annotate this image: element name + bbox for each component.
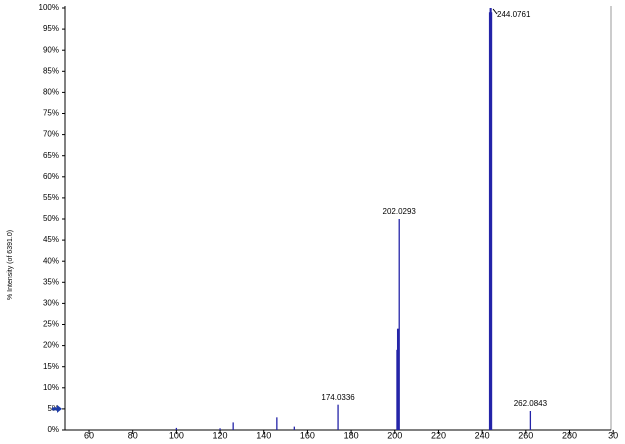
x-tick-label: 240 [475,430,490,440]
y-tick-label: 80% [43,88,59,97]
x-tick-label: 60 [84,430,94,440]
threshold-arrow [52,404,62,413]
x-tick-label: 100 [169,430,184,440]
y-tick-label: 30% [43,299,59,308]
y-tick-label: 40% [43,256,59,265]
y-tick-label: 45% [43,235,59,244]
x-tick-label: 80 [128,430,138,440]
y-tick-label: 25% [43,320,59,329]
y-tick-label: 70% [43,130,59,139]
y-tick-label: 85% [43,66,59,75]
y-tick-label: 95% [43,24,59,33]
x-tick-label: 220 [431,430,446,440]
y-tick-label: 65% [43,151,59,160]
leader [492,8,498,15]
y-tick-label: 10% [43,383,59,392]
x-tick-label: 140 [256,430,271,440]
y-tick-label: 100% [39,3,59,12]
y-tick-label: 20% [43,341,59,350]
y-tick-label: 15% [43,362,59,371]
peak-label: 202.0293 [383,207,417,216]
y-tick-label: 75% [43,109,59,118]
x-tick-label: 30 [608,430,618,440]
y-tick-label: 35% [43,277,59,286]
x-tick-label: 160 [300,430,315,440]
x-tick-label: 200 [387,430,402,440]
x-tick-label: 180 [344,430,359,440]
y-axis-label: % Intensity (of 6391.0) [7,230,14,300]
x-tick-label: 120 [213,430,228,440]
y-tick-label: 50% [43,214,59,223]
y-tick-label: 90% [43,45,59,54]
peak-label: 174.0336 [321,393,355,402]
x-tick-label: 260 [518,430,533,440]
peak-label: 244.0761 [497,10,531,19]
y-tick-label: 0% [47,425,59,434]
y-tick-label: 55% [43,193,59,202]
y-tick-label: 60% [43,172,59,181]
peak-label: 262.0843 [514,399,548,408]
x-tick-label: 280 [562,430,577,440]
